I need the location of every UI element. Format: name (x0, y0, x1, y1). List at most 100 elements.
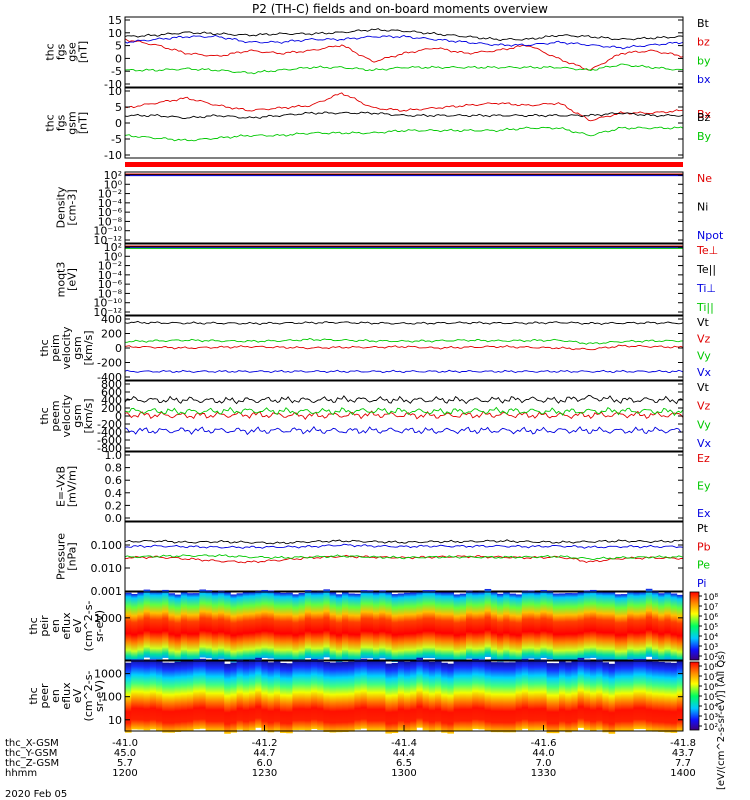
ytick-label: 0 (115, 410, 122, 423)
ytick-label: 10⁻⁶ (98, 278, 123, 291)
ytick-label: 0.100 (91, 539, 123, 552)
panel-9-yticks: 1000 (94, 612, 683, 625)
spectrogram-column (329, 592, 337, 661)
spectrogram-column (658, 661, 665, 732)
series-Pb (124, 554, 684, 564)
spectrogram-column (497, 662, 504, 733)
ytick-label: -10 (104, 78, 122, 91)
spectrogram-column (137, 659, 144, 730)
spectrogram-column (156, 591, 163, 660)
spectrogram-column (404, 661, 411, 732)
spectrogram-column (267, 590, 275, 659)
status-bar (125, 162, 683, 167)
ylabel-line: [nPa] (66, 542, 79, 570)
ylabel-line: sr-eV) (93, 680, 106, 712)
spectrogram-column (143, 660, 151, 731)
ylabel-line: Pressure (55, 533, 68, 580)
spectrogram-column (515, 660, 523, 731)
ylabel-line: en (49, 689, 62, 703)
spectrogram-column (354, 593, 361, 662)
ylabel-line: [nT] (77, 112, 90, 134)
spectrogram-column (521, 590, 529, 659)
spectrogram-column (199, 589, 206, 658)
colorbar-tick-label: 10⁴ (703, 703, 718, 713)
ytick-label: -5 (111, 65, 122, 78)
x-axis-annotation: thc_X-GSM -41.0 -41.2 -41.4 -41.6 -41.8 thc_Y-… (5, 725, 696, 779)
legend-Pi: Pi (697, 577, 706, 590)
spectrogram-column (602, 662, 609, 733)
spectrogram-column (410, 592, 417, 661)
spectrogram-column (379, 660, 386, 731)
spectrogram-column (540, 659, 547, 730)
ytick-label: 10⁻¹⁰ (93, 225, 122, 238)
xaxis-value: 7.0 (536, 758, 552, 769)
spectrogram-column (317, 659, 324, 730)
spectrogram-column (311, 659, 318, 730)
spectrogram-column (373, 591, 380, 660)
series-Vz (124, 344, 684, 351)
xaxis-value: 6.0 (257, 758, 273, 769)
xaxis-value: 44.4 (393, 748, 415, 759)
spectrogram-column (224, 592, 231, 661)
spectrogram-column (534, 591, 541, 660)
ylabel-line: [mV/m] (66, 466, 79, 507)
panel-8: 0.100 0.010 0.001 Pressure[nPa] Pt Pb Pe Pi (55, 521, 711, 598)
ytick-label: -200 (97, 418, 122, 431)
spectrogram-column (565, 662, 572, 733)
xaxis-value: 44.0 (532, 748, 554, 759)
ytick-label: 10⁻⁸ (98, 287, 123, 300)
colorbar-tick-label: 10⁴ (703, 633, 718, 643)
legend-Vt: Vt (697, 381, 710, 394)
ylabel-line: E=-VxB (55, 466, 68, 507)
spectrogram-column (286, 592, 293, 661)
spectrogram-column (633, 592, 640, 661)
panel-2-yticks: 10 5 0 -5 -10 (104, 85, 683, 162)
spectrogram-column (255, 590, 262, 659)
xaxis-row-label: thc_Y-GSM (5, 748, 57, 759)
legend-Te⊥: Te⊥ (696, 244, 718, 257)
spectrogram-column (503, 662, 510, 733)
series-bx (124, 35, 684, 50)
panel-8-legend: Pt Pb Pe Pi (697, 522, 711, 590)
ylabel-line: gsm (71, 336, 84, 359)
spectrogram-column (131, 659, 138, 730)
spectrogram-column (652, 661, 659, 732)
ytick-label: 10⁻¹² (93, 234, 122, 247)
xaxis-value: 1230 (252, 768, 277, 779)
spectrogram-column (590, 661, 597, 732)
ylabel-line: sr-eV) (93, 610, 106, 642)
ylabel-line: [nT] (77, 41, 90, 63)
xaxis-value: 44.7 (253, 748, 275, 759)
legend-bx: bx (697, 73, 711, 86)
spectrogram-column (614, 594, 622, 663)
ytick-label: 400 (101, 394, 122, 407)
colorbar-tick-label: 10² (703, 653, 718, 663)
spectrogram-column (366, 590, 374, 659)
xaxis-value: 1200 (112, 768, 137, 779)
ylabel-line: thc (27, 617, 40, 634)
panel-8-series (124, 539, 684, 564)
spectrogram-column (484, 588, 492, 657)
series-By (124, 126, 684, 142)
spectrogram-column (490, 591, 498, 660)
colorbar-tick-label: 10² (703, 723, 718, 733)
spectrogram-column (242, 661, 250, 732)
spectrogram-column (360, 658, 368, 729)
spectrogram-column (552, 663, 560, 734)
spectrogram-column (211, 661, 219, 732)
spectrogram-column (441, 662, 448, 733)
panel-5-legend: Vt Vz Vy Vx (697, 316, 712, 379)
spectrogram-column (565, 593, 572, 662)
ylabel-line: eflux (60, 682, 73, 710)
panel-5-series (124, 320, 684, 373)
spectrogram-column (664, 591, 671, 660)
spectrogram-column (397, 660, 405, 731)
spectrogram-column (435, 591, 442, 660)
xaxis-row-label: thc_Z-GSM (5, 758, 59, 769)
ytick-label: -5 (111, 133, 122, 146)
